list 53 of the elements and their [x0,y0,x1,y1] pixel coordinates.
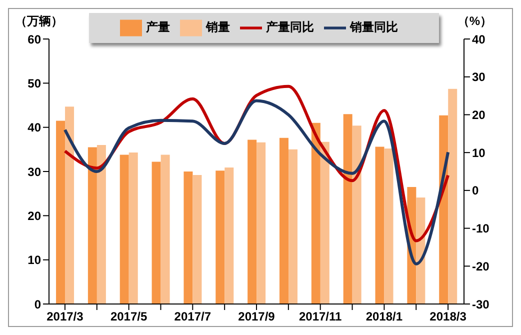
y2-axis-title: （%） [457,13,492,30]
bar [224,168,234,304]
legend-label: 销量同比 [350,20,398,34]
bar [416,198,426,304]
y2-tick-label: -30 [472,297,490,312]
y2-tick-label: -20 [472,259,490,274]
x-tick-label: 2017/5 [110,310,148,324]
x-tick-label: 2018/3 [430,310,467,324]
bar [375,146,384,304]
bar [56,120,66,304]
x-tick-label: 2017/9 [238,310,276,324]
legend-label: 销量 [206,20,230,34]
bar [216,170,225,304]
x-tick-label: 2017/7 [174,310,212,324]
bar [152,162,161,304]
bar [448,88,458,304]
bar [256,142,266,304]
bar [120,154,129,304]
bar [88,147,97,304]
y2-tick-label: 20 [472,108,486,122]
y2-tick-label: 40 [472,32,486,46]
y2-tick-label: 0 [472,184,479,198]
bar [184,172,193,304]
line-series [63,99,450,266]
legend-label: 产量 [146,20,170,34]
y-tick-label: 60 [28,32,42,46]
y2-tick-label: -10 [472,222,490,236]
x-tick-label: 2017/3 [46,310,84,324]
y-tick-label: 0 [34,297,42,312]
y2-tick-label: 10 [472,146,486,160]
y-tick-label: 40 [28,120,42,135]
y-tick-label: 50 [28,76,42,90]
x-tick-label: 2018/1 [366,310,403,324]
bar [320,142,330,304]
bar [128,152,138,304]
bar [279,138,288,304]
y-tick-label: 20 [28,208,42,223]
y-tick-label: 30 [28,164,42,179]
bar [65,106,74,304]
bar [384,148,394,304]
y-axis-title: （万辆） [15,13,63,30]
x-tick-label: 2017/11 [298,310,342,324]
bar [192,175,202,304]
legend-label: 产量同比 [266,20,314,34]
bar [248,140,257,304]
bar [96,145,106,304]
bar [352,126,362,304]
y2-tick-label: 30 [472,70,486,84]
bar [160,154,170,304]
y-tick-label: 10 [28,253,42,268]
bar [311,122,320,304]
bar [288,149,298,304]
bar [343,114,352,304]
